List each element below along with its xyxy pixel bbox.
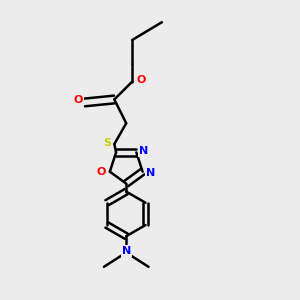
- Text: O: O: [74, 95, 83, 105]
- Text: N: N: [122, 246, 131, 256]
- Text: O: O: [136, 75, 146, 85]
- Text: N: N: [139, 146, 148, 156]
- Text: S: S: [103, 138, 111, 148]
- Text: N: N: [146, 168, 156, 178]
- Text: O: O: [97, 167, 106, 177]
